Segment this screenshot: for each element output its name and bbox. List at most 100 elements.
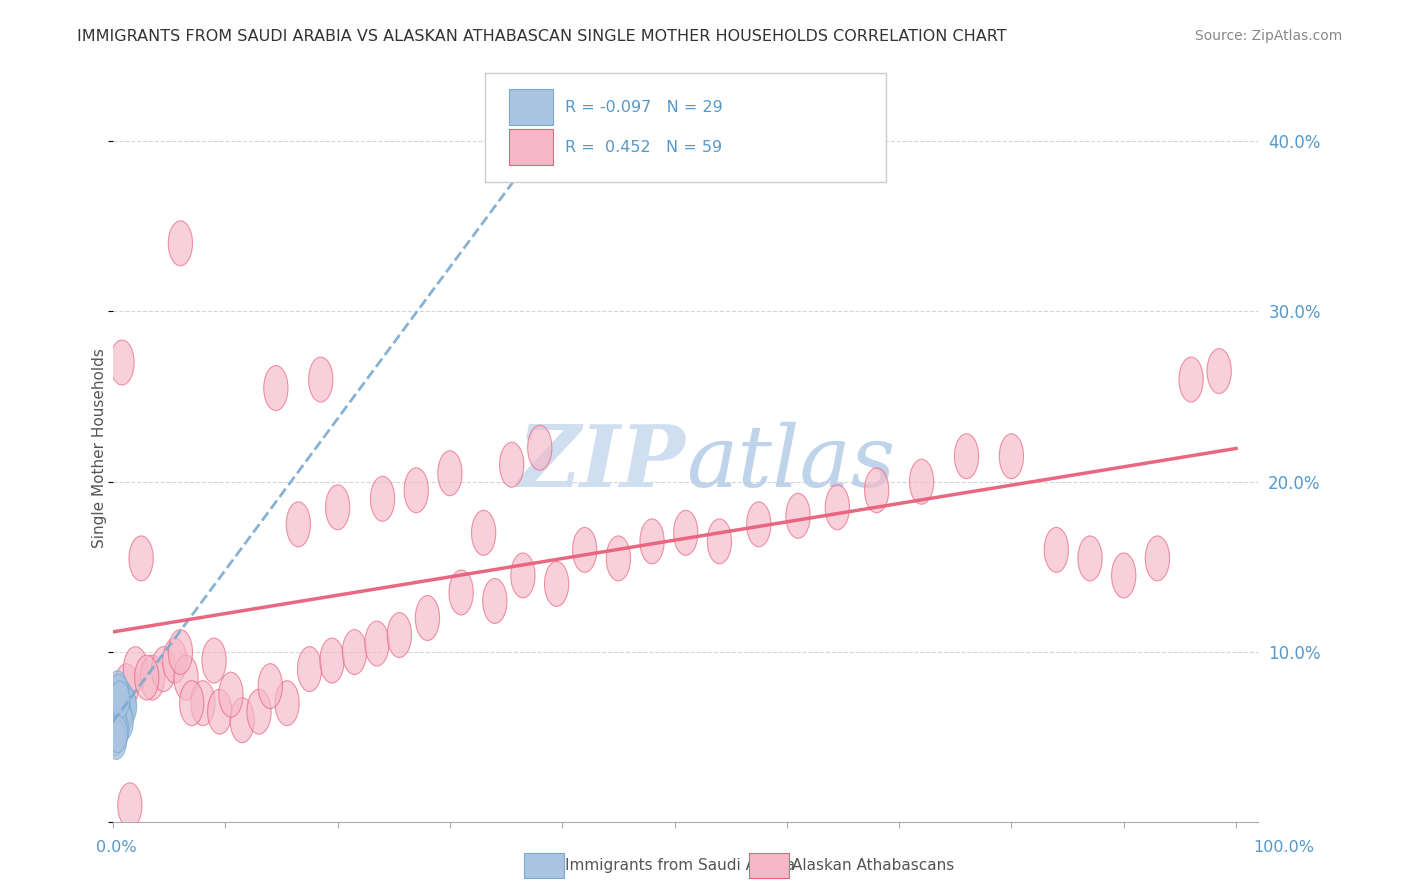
Ellipse shape <box>1112 553 1136 598</box>
Ellipse shape <box>174 655 198 700</box>
Ellipse shape <box>572 527 596 573</box>
Ellipse shape <box>107 701 128 739</box>
Ellipse shape <box>415 596 440 640</box>
Ellipse shape <box>141 655 165 700</box>
Ellipse shape <box>108 705 129 742</box>
Ellipse shape <box>342 630 367 674</box>
Ellipse shape <box>1045 527 1069 573</box>
Ellipse shape <box>110 686 129 723</box>
Text: 0.0%: 0.0% <box>96 840 136 855</box>
Ellipse shape <box>910 459 934 504</box>
Text: 100.0%: 100.0% <box>1254 840 1315 855</box>
Ellipse shape <box>124 647 148 691</box>
Text: R = -0.097   N = 29: R = -0.097 N = 29 <box>565 100 723 115</box>
Ellipse shape <box>1146 536 1170 581</box>
Ellipse shape <box>202 638 226 683</box>
Ellipse shape <box>510 553 536 598</box>
Ellipse shape <box>152 647 176 691</box>
Ellipse shape <box>118 783 142 828</box>
FancyBboxPatch shape <box>485 73 886 182</box>
Ellipse shape <box>114 691 135 729</box>
Y-axis label: Single Mother Households: Single Mother Households <box>93 348 107 548</box>
Ellipse shape <box>107 722 127 759</box>
Ellipse shape <box>115 684 135 722</box>
Ellipse shape <box>107 681 128 718</box>
Ellipse shape <box>107 698 127 736</box>
Text: ZIP: ZIP <box>517 421 686 504</box>
Ellipse shape <box>276 681 299 726</box>
Ellipse shape <box>370 476 395 521</box>
Ellipse shape <box>747 502 770 547</box>
FancyBboxPatch shape <box>509 129 553 165</box>
Ellipse shape <box>112 690 134 727</box>
Ellipse shape <box>499 442 524 487</box>
Text: Alaskan Athabascans: Alaskan Athabascans <box>792 858 953 872</box>
Ellipse shape <box>1078 536 1102 581</box>
Ellipse shape <box>825 485 849 530</box>
Ellipse shape <box>135 655 159 700</box>
Ellipse shape <box>107 676 127 714</box>
Ellipse shape <box>191 681 215 726</box>
Ellipse shape <box>112 699 132 737</box>
Ellipse shape <box>108 693 129 731</box>
Text: Source: ZipAtlas.com: Source: ZipAtlas.com <box>1195 29 1343 43</box>
Ellipse shape <box>482 579 508 624</box>
Ellipse shape <box>387 613 412 657</box>
Ellipse shape <box>264 366 288 410</box>
Ellipse shape <box>437 450 463 496</box>
Ellipse shape <box>107 688 127 725</box>
Ellipse shape <box>298 647 322 691</box>
Ellipse shape <box>105 718 125 756</box>
FancyBboxPatch shape <box>509 89 553 126</box>
Ellipse shape <box>247 690 271 734</box>
Ellipse shape <box>404 467 429 513</box>
Ellipse shape <box>321 638 344 683</box>
Ellipse shape <box>219 673 243 717</box>
Ellipse shape <box>108 674 129 712</box>
Text: IMMIGRANTS FROM SAUDI ARABIA VS ALASKAN ATHABASCAN SINGLE MOTHER HOUSEHOLDS CORR: IMMIGRANTS FROM SAUDI ARABIA VS ALASKAN … <box>77 29 1007 44</box>
Ellipse shape <box>169 630 193 674</box>
Ellipse shape <box>1206 349 1232 393</box>
Ellipse shape <box>107 714 127 751</box>
Text: atlas: atlas <box>686 421 894 504</box>
Ellipse shape <box>259 664 283 708</box>
Ellipse shape <box>786 493 810 538</box>
Ellipse shape <box>326 485 350 530</box>
Ellipse shape <box>114 664 139 708</box>
Ellipse shape <box>112 703 134 740</box>
Ellipse shape <box>955 434 979 479</box>
Ellipse shape <box>180 681 204 726</box>
Ellipse shape <box>1000 434 1024 479</box>
Ellipse shape <box>129 536 153 581</box>
Ellipse shape <box>111 693 131 731</box>
Ellipse shape <box>865 467 889 513</box>
Text: Immigrants from Saudi Arabia: Immigrants from Saudi Arabia <box>565 858 796 872</box>
Ellipse shape <box>105 710 125 747</box>
Ellipse shape <box>108 712 129 749</box>
Ellipse shape <box>640 519 664 564</box>
Ellipse shape <box>105 684 125 722</box>
Ellipse shape <box>112 680 132 717</box>
Ellipse shape <box>309 357 333 402</box>
Text: R =  0.452   N = 59: R = 0.452 N = 59 <box>565 140 723 154</box>
Ellipse shape <box>117 688 136 725</box>
Ellipse shape <box>1180 357 1204 402</box>
Ellipse shape <box>110 697 129 734</box>
Ellipse shape <box>107 671 128 708</box>
Ellipse shape <box>471 510 496 556</box>
Ellipse shape <box>544 561 569 607</box>
Ellipse shape <box>107 715 128 753</box>
Ellipse shape <box>449 570 474 615</box>
Ellipse shape <box>707 519 731 564</box>
Ellipse shape <box>231 698 254 743</box>
Ellipse shape <box>169 221 193 266</box>
Ellipse shape <box>110 681 129 718</box>
Ellipse shape <box>107 706 128 744</box>
Ellipse shape <box>163 638 187 683</box>
Ellipse shape <box>364 621 389 666</box>
Ellipse shape <box>208 690 232 734</box>
Ellipse shape <box>606 536 630 581</box>
Ellipse shape <box>111 682 131 720</box>
Ellipse shape <box>527 425 553 470</box>
Ellipse shape <box>673 510 697 556</box>
